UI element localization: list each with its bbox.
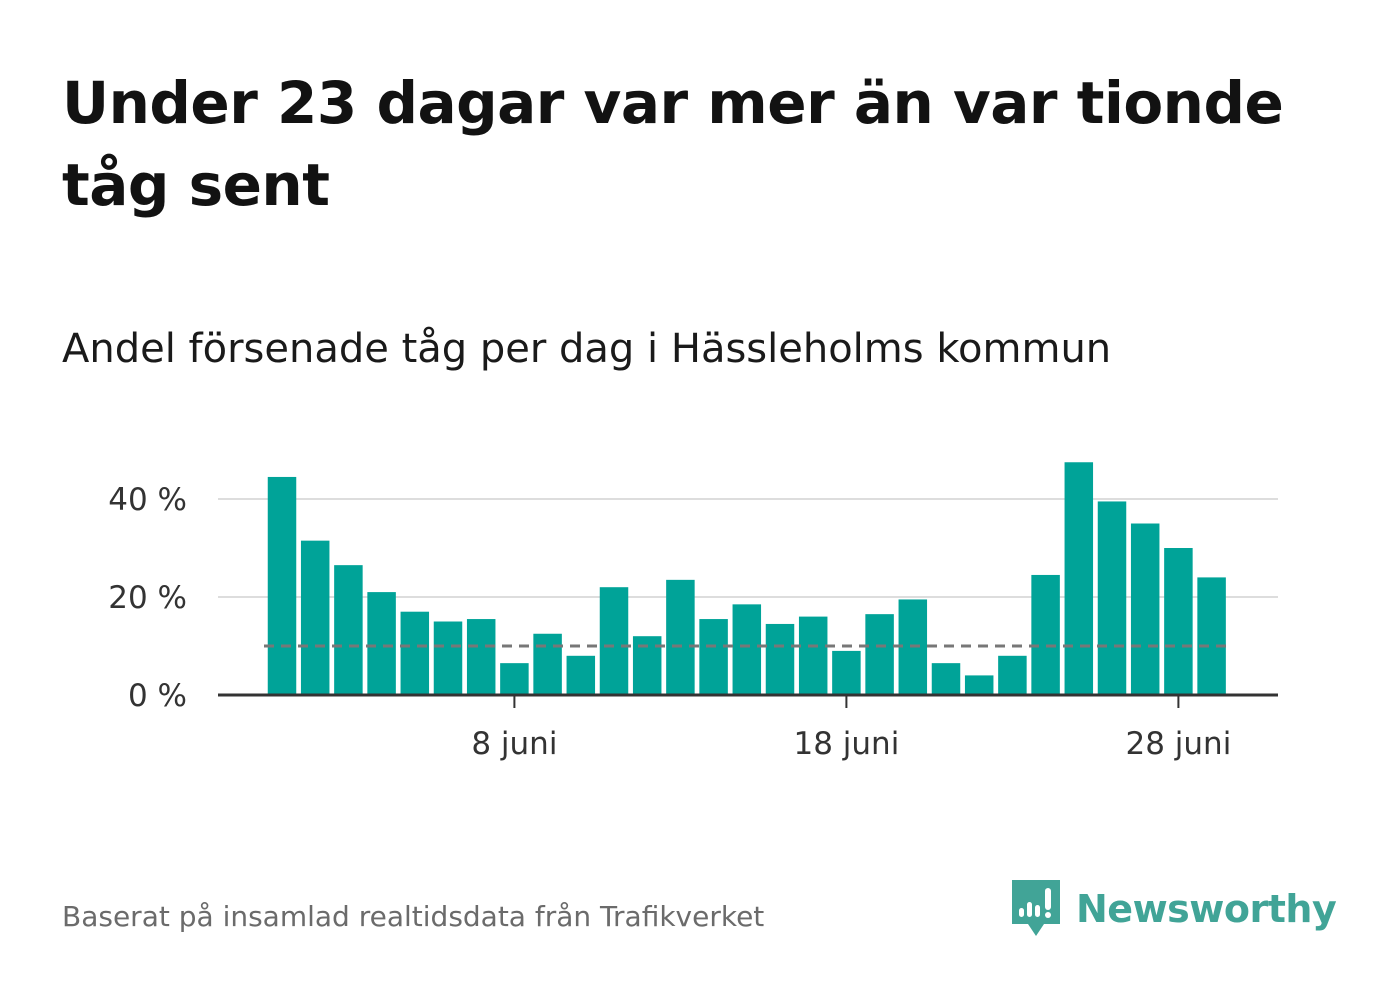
bar [1197,577,1226,695]
bar [267,476,297,695]
bar [566,655,596,695]
bar [798,616,828,695]
bar [1130,523,1160,695]
axes: 0 % 20 % 40 % 8 juni 18 juni 28 juni [108,482,1278,762]
bar [367,592,396,695]
y-tick-label: 20 % [108,580,187,616]
bar [998,655,1027,695]
source-note: Baserat på insamlad realtidsdata från Tr… [62,900,765,933]
y-tick-label: 0 % [128,678,187,714]
x-tick-label: 8 juni [471,726,557,762]
bar [931,663,961,695]
newsworthy-logo-icon [1012,880,1060,936]
bar [599,587,629,695]
brand-logo[interactable]: Newsworthy [1010,878,1337,940]
bar [1164,548,1193,695]
bar [964,675,994,695]
brand-name: Newsworthy [1076,887,1337,931]
x-tick-label: 18 juni [793,726,899,762]
bar [699,619,728,695]
x-tick-label: 28 juni [1125,726,1231,762]
bar [466,619,496,695]
bar [300,540,330,695]
bar [1064,462,1094,695]
bar [334,565,363,695]
y-tick-label: 40 % [108,482,187,518]
bar [500,663,529,695]
bar [533,633,562,695]
bar [832,650,861,695]
bar [1097,501,1127,695]
bar [765,623,795,695]
chart-subtitle: Andel försenade tåg per dag i Hässleholm… [62,326,1112,372]
bar [865,614,894,695]
chart-title: Under 23 dagar var mer än var tionde tåg… [62,69,1284,219]
bar [1031,574,1060,695]
bar-chart: 0 % 20 % 40 % 8 juni 18 juni 28 juni [108,462,1278,762]
bar [732,604,762,695]
bar [666,579,695,695]
bar [400,611,430,695]
bars [267,462,1226,695]
bar [433,621,463,695]
